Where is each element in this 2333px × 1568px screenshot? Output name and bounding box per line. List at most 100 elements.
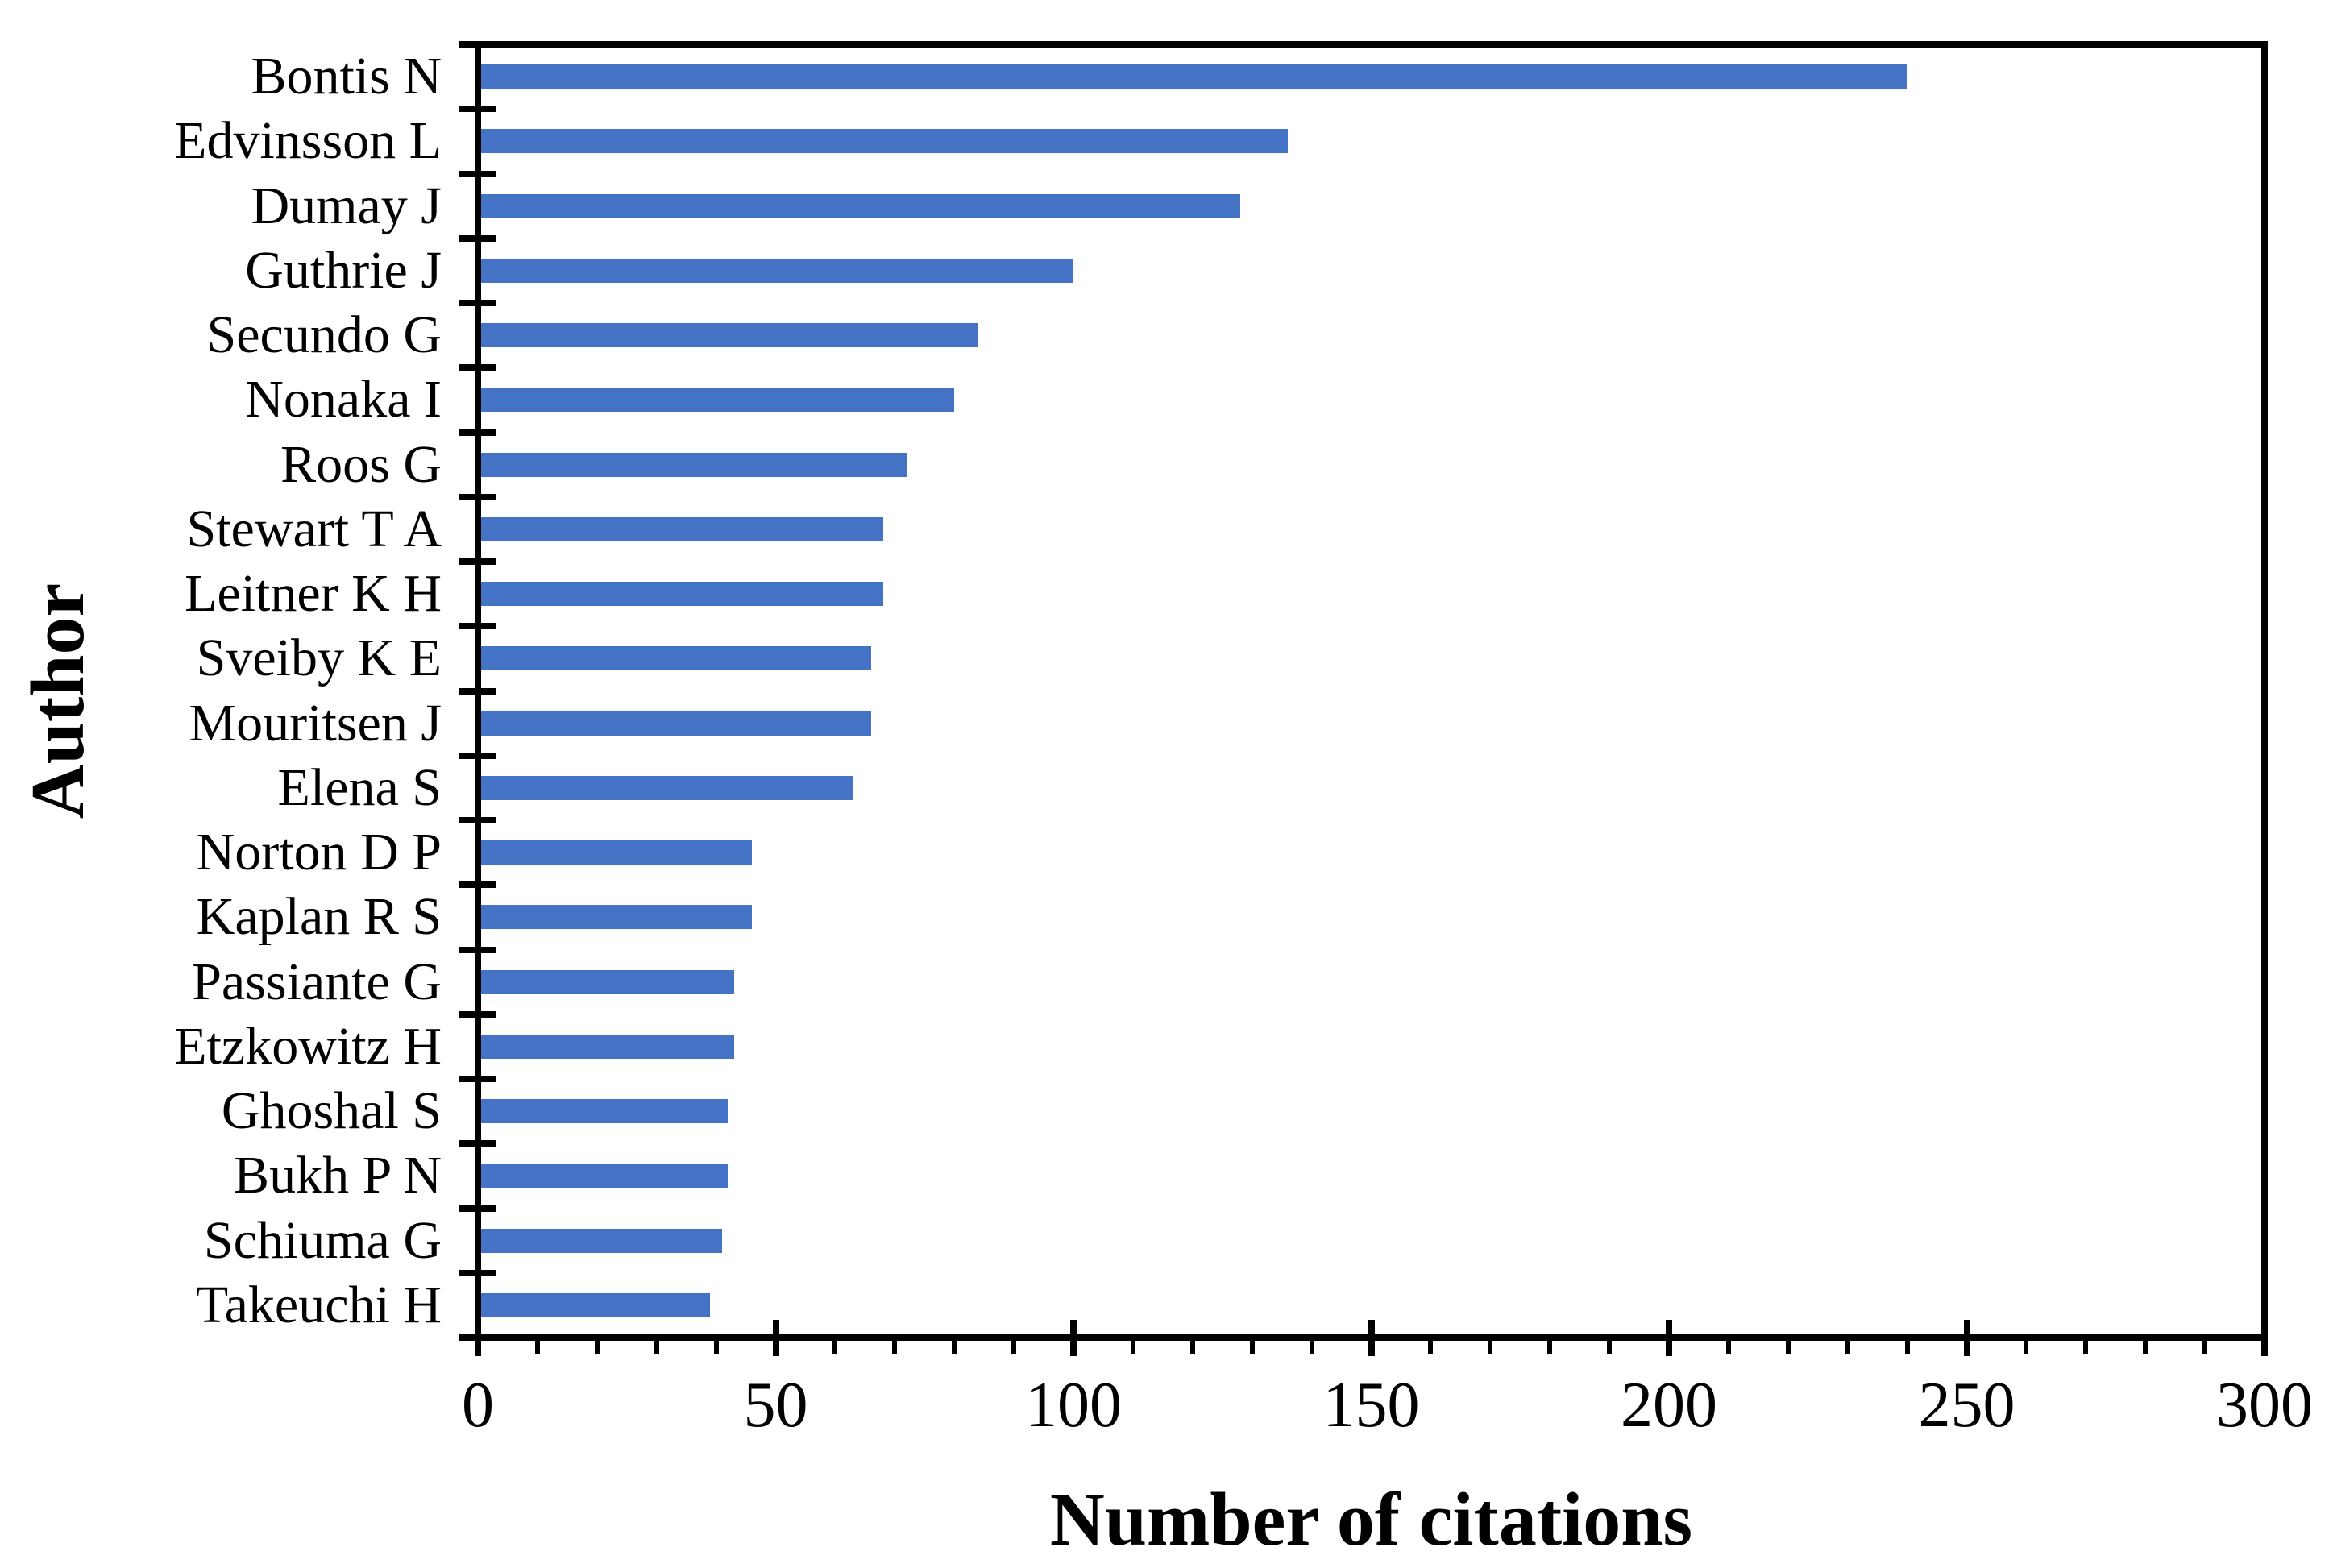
category-label: Etzkowitz H xyxy=(174,1016,442,1076)
bar xyxy=(481,516,883,541)
x-axis-minor-tick xyxy=(1189,1341,1195,1354)
x-axis-minor-tick xyxy=(1725,1341,1731,1354)
y-axis-tick xyxy=(459,170,496,177)
bar xyxy=(481,840,752,865)
bar xyxy=(481,1292,711,1317)
x-axis-minor-tick xyxy=(2024,1341,2029,1354)
x-tick-label: 300 xyxy=(2216,1370,2313,1441)
y-axis-tick xyxy=(459,493,496,500)
category-label: Ghoshal S xyxy=(221,1081,442,1141)
y-axis-tick xyxy=(459,300,496,306)
x-axis-minor-tick xyxy=(1130,1341,1135,1354)
bar xyxy=(481,1228,722,1253)
x-axis-minor-tick xyxy=(1547,1341,1553,1354)
x-axis-minor-tick xyxy=(2083,1341,2089,1354)
bar xyxy=(481,388,955,413)
bar xyxy=(481,775,853,800)
y-axis-tick xyxy=(459,234,496,242)
y-axis-tick xyxy=(459,41,496,48)
x-axis-major-tick xyxy=(475,1320,481,1356)
y-axis-tick xyxy=(459,1140,496,1147)
category-label: Elena S xyxy=(277,757,442,817)
y-axis-tick xyxy=(459,752,496,759)
x-axis-minor-tick xyxy=(892,1341,898,1354)
y-axis-tick xyxy=(459,687,496,695)
y-axis-tick xyxy=(459,558,496,565)
y-axis-tick xyxy=(459,817,496,823)
x-tick-label: 100 xyxy=(1025,1370,1122,1441)
bar xyxy=(481,969,734,994)
x-axis-minor-tick xyxy=(713,1341,719,1354)
plot-area xyxy=(475,41,2268,1341)
x-axis-minor-tick xyxy=(1011,1341,1017,1354)
category-label: Dumay J xyxy=(251,176,442,235)
x-tick-label: 200 xyxy=(1621,1370,1717,1441)
x-axis-minor-tick xyxy=(594,1341,600,1354)
bar xyxy=(481,323,978,348)
bar xyxy=(481,258,1073,283)
x-tick-label: 50 xyxy=(743,1370,808,1441)
category-label: Mouritsen J xyxy=(189,693,442,753)
category-label: Passiante G xyxy=(192,952,442,1011)
category-label: Secundo G xyxy=(206,305,442,365)
y-axis-tick xyxy=(459,364,496,371)
category-label: Schiuma G xyxy=(203,1210,442,1270)
x-axis-minor-tick xyxy=(1488,1341,1493,1354)
y-axis-tick xyxy=(459,623,496,630)
category-label: Roos G xyxy=(280,434,442,494)
category-label: Bontis N xyxy=(251,47,442,106)
x-axis-minor-tick xyxy=(2202,1341,2208,1354)
bar xyxy=(481,64,1907,89)
bar xyxy=(481,193,1240,218)
bar xyxy=(481,582,883,607)
bar xyxy=(481,1034,734,1059)
x-axis-minor-tick xyxy=(2143,1341,2148,1354)
bar xyxy=(481,1099,729,1124)
x-axis-minor-tick xyxy=(1845,1341,1850,1354)
x-axis-major-tick xyxy=(772,1320,779,1356)
bar xyxy=(481,1164,729,1188)
x-tick-label: 0 xyxy=(462,1370,494,1441)
x-axis-major-tick xyxy=(2261,1320,2268,1356)
y-axis-tick xyxy=(459,106,496,113)
bar xyxy=(481,646,871,671)
category-label: Takeuchi H xyxy=(195,1275,442,1334)
x-axis-major-tick xyxy=(1070,1320,1077,1356)
x-axis-minor-tick xyxy=(1309,1341,1314,1354)
category-label: Stewart T A xyxy=(186,499,442,558)
y-axis-tick xyxy=(459,429,496,436)
category-label: Norton D P xyxy=(196,823,442,882)
x-axis-title: Number of citations xyxy=(1049,1478,1693,1562)
x-axis-minor-tick xyxy=(534,1341,540,1354)
bar xyxy=(481,711,871,736)
x-axis-minor-tick xyxy=(832,1341,838,1354)
x-axis-minor-tick xyxy=(1607,1341,1613,1354)
x-axis-minor-tick xyxy=(1249,1341,1255,1354)
x-tick-label: 150 xyxy=(1322,1370,1420,1441)
x-axis-major-tick xyxy=(1963,1320,1970,1356)
bar xyxy=(481,452,907,477)
category-label: Kaplan R S xyxy=(196,887,442,947)
category-label: Bukh P N xyxy=(234,1146,442,1205)
category-label: Edvinsson L xyxy=(174,111,442,171)
category-label: Leitner K H xyxy=(185,564,442,624)
x-axis-minor-tick xyxy=(1904,1341,1910,1354)
y-axis-tick xyxy=(459,1076,496,1082)
y-axis-tick xyxy=(459,881,496,889)
x-tick-label: 250 xyxy=(1918,1370,2015,1441)
bar xyxy=(481,129,1289,154)
y-axis-tick xyxy=(459,946,496,953)
category-label: Sveiby K E xyxy=(196,628,442,688)
category-label: Nonaka I xyxy=(245,370,442,429)
category-label: Guthrie J xyxy=(245,240,442,300)
x-axis-minor-tick xyxy=(1785,1341,1791,1354)
y-axis-tick xyxy=(459,1205,496,1212)
y-axis-tick xyxy=(459,1010,496,1018)
y-axis-tick xyxy=(459,1269,496,1276)
x-axis-minor-tick xyxy=(1428,1341,1434,1354)
x-axis-minor-tick xyxy=(654,1341,659,1354)
x-axis-major-tick xyxy=(1368,1320,1375,1356)
x-axis-minor-tick xyxy=(952,1341,957,1354)
bar xyxy=(481,905,752,930)
